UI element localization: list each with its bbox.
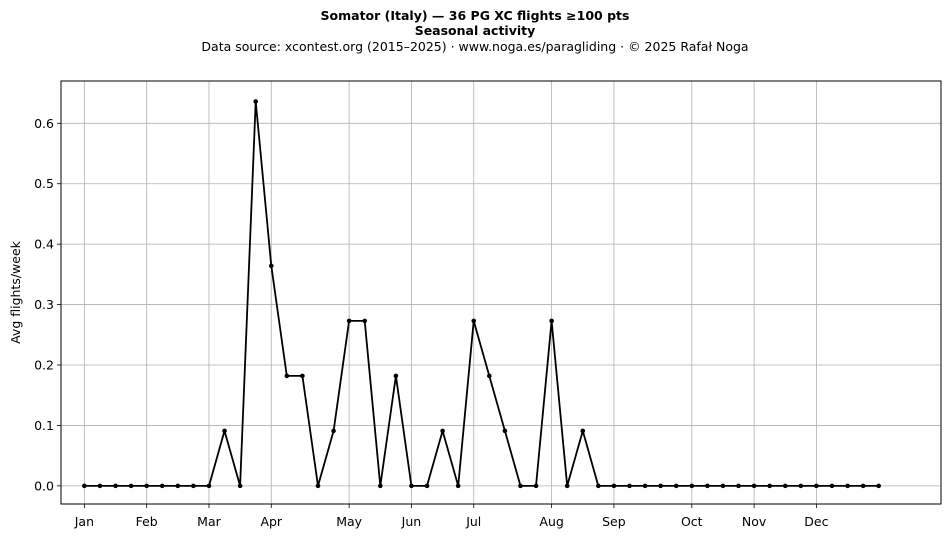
data-point — [580, 428, 586, 434]
data-point — [502, 428, 508, 434]
data-point — [798, 483, 804, 489]
data-point — [736, 483, 741, 489]
chart-titles: Somator (Italy) — 36 PG XC flights ≥100 … — [0, 8, 950, 55]
data-point — [82, 483, 87, 489]
data-point — [393, 373, 399, 379]
data-point — [440, 428, 445, 434]
data-point — [642, 483, 648, 489]
data-point — [268, 263, 274, 269]
x-tick-label: Jul — [465, 514, 481, 529]
data-point — [331, 428, 336, 434]
data-point — [144, 483, 149, 489]
data-point — [113, 483, 118, 489]
y-tick-label: 0.3 — [34, 297, 54, 312]
data-point — [845, 483, 850, 489]
data-point — [518, 483, 523, 489]
data-point — [424, 483, 430, 489]
data-point — [300, 373, 305, 379]
data-point — [487, 373, 492, 379]
data-point — [159, 483, 165, 489]
x-tick-label: Feb — [136, 514, 158, 529]
data-point — [97, 483, 103, 489]
data-point — [237, 483, 243, 489]
y-tick-label: 0.4 — [34, 237, 54, 252]
data-point — [860, 483, 866, 489]
data-point — [455, 483, 461, 489]
data-point — [377, 483, 383, 489]
data-point — [673, 483, 679, 489]
data-point — [284, 373, 290, 379]
y-tick-label: 0.6 — [34, 116, 54, 131]
x-tick-label: Nov — [742, 514, 767, 529]
x-tick-label: May — [336, 514, 362, 529]
y-tick-label: 0.5 — [34, 176, 54, 191]
y-tick-label: 0.2 — [34, 358, 54, 373]
data-point — [876, 483, 881, 489]
chart-subtitle: Seasonal activity — [414, 23, 536, 38]
data-point — [814, 483, 819, 489]
data-point — [549, 318, 554, 324]
data-point — [782, 483, 788, 489]
data-point — [206, 483, 212, 489]
x-tick-label: Oct — [681, 514, 703, 529]
y-tick-label: 0.0 — [34, 478, 54, 493]
series-line — [84, 100, 879, 487]
data-point — [705, 483, 710, 489]
data-point — [409, 483, 414, 489]
data-point — [611, 483, 617, 489]
data-point — [658, 483, 663, 489]
data-point — [128, 483, 134, 489]
data-point — [689, 483, 695, 489]
data-point — [471, 318, 477, 324]
x-tick-label: Aug — [539, 514, 563, 529]
x-tick-label: Dec — [804, 514, 828, 529]
data-point — [627, 483, 632, 489]
y-tick-label: 0.1 — [34, 418, 54, 433]
data-point — [829, 483, 835, 489]
data-point — [533, 483, 539, 489]
data-point — [315, 483, 321, 489]
data-point — [564, 483, 570, 489]
data-point — [191, 483, 196, 489]
data-point — [362, 318, 368, 324]
data-point — [720, 483, 726, 489]
grid-lines — [61, 81, 941, 504]
plot-frame — [60, 80, 942, 505]
data-point — [346, 318, 352, 324]
x-tick-label: Jun — [401, 514, 422, 529]
data-point — [751, 483, 757, 489]
y-axis-label: Avg flights/week — [8, 240, 23, 344]
y-axis-ticks: 0.0 0.1 0.2 0.3 0.4 0.5 0.6 — [34, 116, 61, 493]
data-point — [253, 99, 258, 104]
x-tick-label: Mar — [197, 514, 221, 529]
chart-title: Somator (Italy) — 36 PG XC flights ≥100 … — [320, 8, 630, 23]
data-point — [222, 428, 227, 434]
x-tick-label: Sep — [602, 514, 626, 529]
data-point — [596, 483, 601, 489]
x-tick-label: Apr — [260, 514, 282, 529]
series-layer — [82, 99, 881, 489]
chart-source: Data source: xcontest.org (2015–2025) · … — [201, 39, 749, 54]
x-tick-label: Jan — [74, 514, 94, 529]
data-point — [767, 483, 772, 489]
x-axis-ticks: Jan Feb Mar Apr May Jun Jul Aug Sep Oct Nov Dec — [74, 504, 829, 529]
data-point — [175, 483, 181, 489]
